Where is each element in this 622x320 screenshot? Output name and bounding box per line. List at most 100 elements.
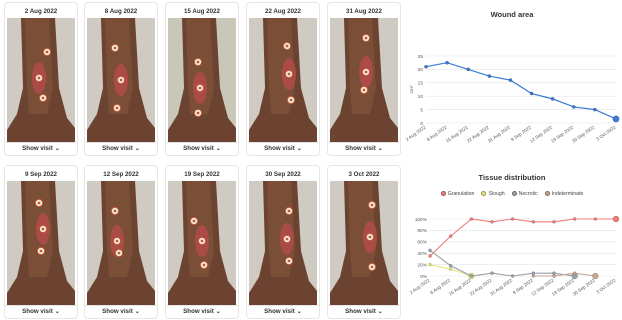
wound-photo[interactable] [249,18,317,142]
wound-photo[interactable] [87,18,155,142]
show-visit-label: Show visit [102,145,133,152]
data-point [552,274,556,278]
y-tick-label: 40% [417,251,427,257]
visit-card: 2 Aug 2022 Show visit ⌄ [4,2,78,156]
data-point [424,64,428,69]
visit-card: 19 Sep 2022 Show visit ⌄ [165,165,239,319]
visit-date: 2 Aug 2022 [24,8,58,15]
visit-date: 31 Aug 2022 [346,8,382,15]
wound-photo[interactable] [330,18,398,142]
y-axis-label: cm² [409,85,415,93]
x-tick-label: 22 Aug 2022 [466,124,490,143]
wound-photo[interactable] [87,181,155,305]
x-tick-label: 31 Aug 2022 [489,277,513,296]
show-visit-label: Show visit [22,145,53,152]
show-visit-button[interactable]: Show visit ⌄ [5,308,77,315]
data-point [552,220,556,224]
legend-item[interactable]: Slough [481,190,505,197]
card-divider [85,142,157,143]
wound-photo[interactable] [7,181,75,305]
tissue-distribution-panel: Tissue distribution [404,160,620,318]
show-visit-button[interactable]: Show visit ⌄ [328,145,400,152]
card-divider [85,305,157,306]
data-point [531,271,536,275]
show-visit-label: Show visit [183,308,214,315]
visit-card: 8 Aug 2022 Show visit ⌄ [84,2,158,156]
chevron-down-icon: ⌄ [215,309,221,315]
legend-swatch [544,191,550,196]
x-tick-label: 31 Aug 2022 [487,124,511,143]
show-visit-label: Show visit [345,145,376,152]
data-point [428,254,432,258]
visit-date: 9 Sep 2022 [25,171,57,178]
data-point [531,220,536,224]
data-point [592,272,599,280]
legend-item[interactable]: Granulation [440,191,474,197]
data-point [487,74,492,78]
y-tick-label: 80% [417,228,427,234]
legend-swatch [511,191,517,196]
data-point [531,274,536,278]
x-tick-label: 3 Oct 2022 [595,277,617,294]
data-point [466,67,471,72]
data-point [490,271,494,275]
series-line [425,62,617,120]
x-tick-label: 15 Aug 2022 [445,124,469,143]
data-point [469,217,474,221]
tissue-distribution-title: Tissue distribution [478,173,546,182]
x-tick-label: 2 Aug 2022 [405,124,427,142]
tissue-legend: Granulation Slough Necrotic Indeterminate [404,189,620,198]
show-visit-button[interactable]: Show visit ⌄ [166,308,238,315]
data-point [510,217,515,221]
legend-item[interactable]: Necrotic [511,191,538,197]
visit-date: 8 Aug 2022 [104,8,138,15]
data-point [469,274,474,278]
legend-swatch [481,191,487,196]
legend-swatch [440,191,446,196]
card-divider [5,142,77,143]
show-visit-button[interactable]: Show visit ⌄ [328,308,400,315]
wound-photo[interactable] [249,181,317,305]
visit-photo-grid: 2 Aug 2022 Show visit ⌄ 8 Aug 2022 Show visi… [4,2,401,319]
wound-area-title: Wound area [490,10,534,19]
chevron-down-icon: ⌄ [296,309,302,315]
visit-card: 9 Sep 2022 Show visit ⌄ [4,165,78,319]
data-point [448,267,453,271]
card-divider [166,305,238,306]
visit-date: 30 Sep 2022 [265,171,301,178]
data-point [508,78,513,82]
show-visit-button[interactable]: Show visit ⌄ [166,145,238,152]
wound-photo[interactable] [168,18,236,142]
legend-item[interactable]: Indeterminate [544,190,584,197]
chevron-down-icon: ⌄ [54,309,60,315]
show-visit-label: Show visit [345,308,376,315]
x-tick-label: 2 Aug 2022 [409,277,431,295]
show-visit-label: Show visit [183,145,214,152]
wound-photo[interactable] [7,18,75,142]
data-point [612,215,620,223]
y-tick-label: 10 [418,94,424,100]
data-point [552,271,556,275]
y-tick-label: 5 [420,107,423,113]
show-visit-button[interactable]: Show visit ⌄ [247,145,319,152]
data-point [428,262,432,267]
y-tick-label: 20 [418,67,424,73]
wound-photo[interactable] [330,181,398,305]
show-visit-button[interactable]: Show visit ⌄ [247,308,319,315]
card-divider [247,142,319,143]
visit-date: 19 Sep 2022 [184,171,220,178]
show-visit-button[interactable]: Show visit ⌄ [85,308,157,315]
visit-date: 3 Oct 2022 [348,171,380,178]
legend-label: Slough [488,190,505,197]
wound-photo[interactable] [168,181,236,305]
chevron-down-icon: ⌄ [377,309,383,315]
show-visit-button[interactable]: Show visit ⌄ [85,145,157,152]
data-point [510,274,515,278]
show-visit-button[interactable]: Show visit ⌄ [5,145,77,152]
show-visit-label: Show visit [264,308,295,315]
y-tick-label: 0 [420,121,423,127]
legend-label: Indeterminate [551,190,584,197]
card-divider [5,305,77,306]
